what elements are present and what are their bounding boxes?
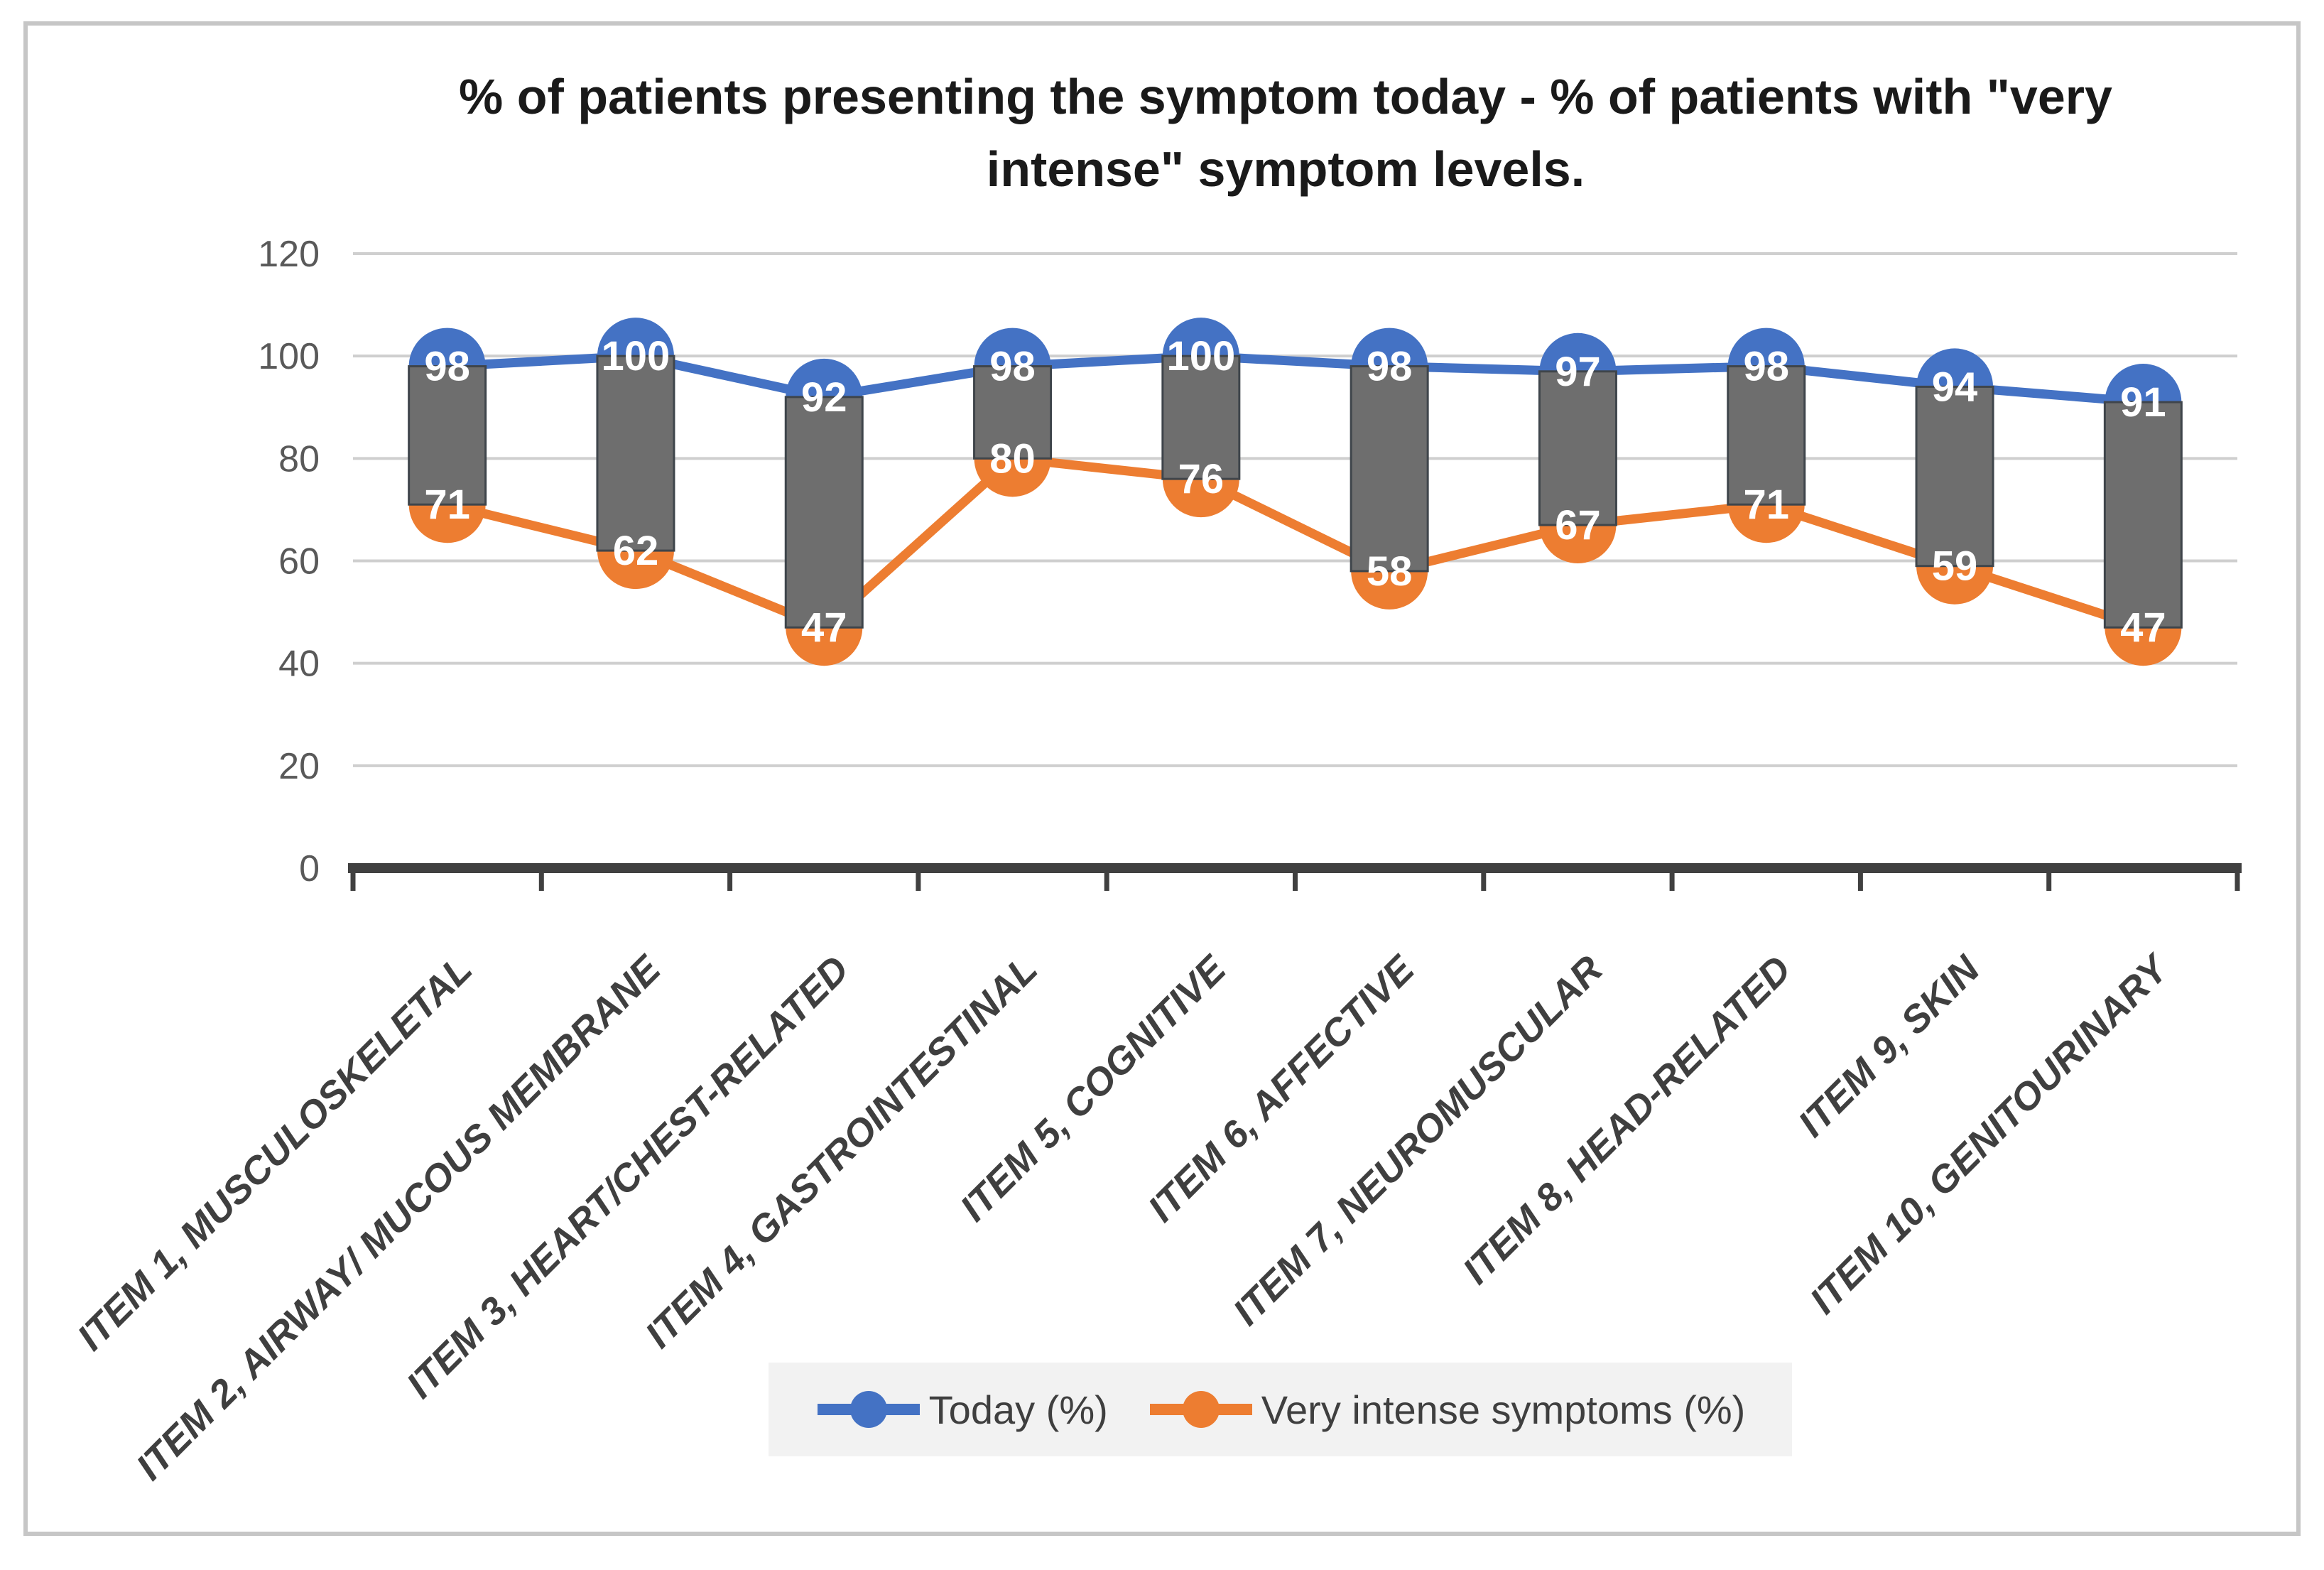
y-tick-label: 40	[278, 644, 320, 685]
value-label-very-intense: 58	[1367, 548, 1413, 595]
range-bar	[1161, 354, 1241, 480]
range-bar	[1350, 365, 1429, 573]
range-bar	[973, 365, 1053, 460]
chart-border	[23, 21, 2301, 1536]
y-tick-label: 20	[278, 746, 320, 787]
legend: Today (%) Very intense symptoms (%)	[769, 1363, 1792, 1456]
value-label-today: 98	[1743, 344, 1789, 390]
value-label-today: 94	[1932, 364, 1978, 410]
value-label-very-intense: 76	[1178, 456, 1225, 502]
category-label: ITEM 10, GENITOURINARY	[1802, 946, 2178, 1322]
range-bar	[1915, 385, 1994, 568]
range-bar	[1727, 365, 1806, 506]
value-label-today: 98	[989, 344, 1036, 390]
category-label: ITEM 7, NEUROMUSCULAR	[1225, 948, 1611, 1333]
chart-title-line2: intense" symptom levels.	[986, 141, 1585, 197]
value-label-very-intense: 59	[1932, 543, 1978, 590]
range-bar	[2103, 401, 2183, 629]
y-tick-label: 60	[278, 541, 320, 583]
value-label-very-intense: 80	[989, 435, 1036, 482]
value-label-very-intense: 71	[424, 482, 470, 528]
range-bar	[784, 396, 864, 629]
category-label: ITEM 4, GASTROINTESTINAL	[637, 948, 1046, 1356]
range-bar	[408, 365, 487, 506]
series-line-very-intense	[442, 453, 2148, 632]
value-label-very-intense: 47	[2120, 605, 2166, 651]
y-tick-label: 100	[258, 336, 320, 377]
chart-title-line1: % of patients presenting the symptom tod…	[459, 69, 2112, 124]
value-label-today: 98	[1367, 344, 1413, 390]
value-label-today: 100	[1166, 333, 1235, 379]
very-intense-line-marker-icon	[1149, 1391, 1252, 1428]
series-line-today	[442, 351, 2148, 407]
legend-label-today: Today (%)	[928, 1387, 1108, 1432]
range-bar	[596, 354, 675, 552]
category-label: ITEM 8, HEAD-RELATED	[1455, 948, 1799, 1292]
category-label: ITEM 1, MUSCULOSKELETAL	[70, 948, 480, 1358]
y-tick-label: 120	[258, 234, 320, 275]
value-label-today: 98	[424, 344, 470, 390]
range-bar	[1538, 370, 1617, 526]
legend-item-very-intense: Very intense symptoms (%)	[1148, 1387, 1746, 1433]
value-label-very-intense: 47	[801, 605, 847, 651]
value-label-very-intense: 67	[1555, 502, 1601, 548]
chart-title: % of patients presenting the symptom tod…	[362, 61, 2209, 205]
legend-label-very-intense: Very intense symptoms (%)	[1261, 1387, 1746, 1432]
value-label-very-intense: 71	[1743, 482, 1789, 528]
today-line-marker-icon	[817, 1391, 920, 1428]
value-label-today: 97	[1555, 349, 1601, 395]
legend-item-today: Today (%)	[815, 1387, 1108, 1433]
value-label-very-intense: 62	[613, 528, 659, 574]
value-label-today: 100	[602, 333, 670, 379]
value-label-today: 92	[801, 374, 847, 421]
y-tick-label: 80	[278, 438, 320, 480]
value-label-today: 91	[2120, 379, 2166, 426]
category-label: ITEM 9, SKIN	[1791, 947, 1989, 1145]
y-tick-label: 0	[299, 848, 320, 889]
